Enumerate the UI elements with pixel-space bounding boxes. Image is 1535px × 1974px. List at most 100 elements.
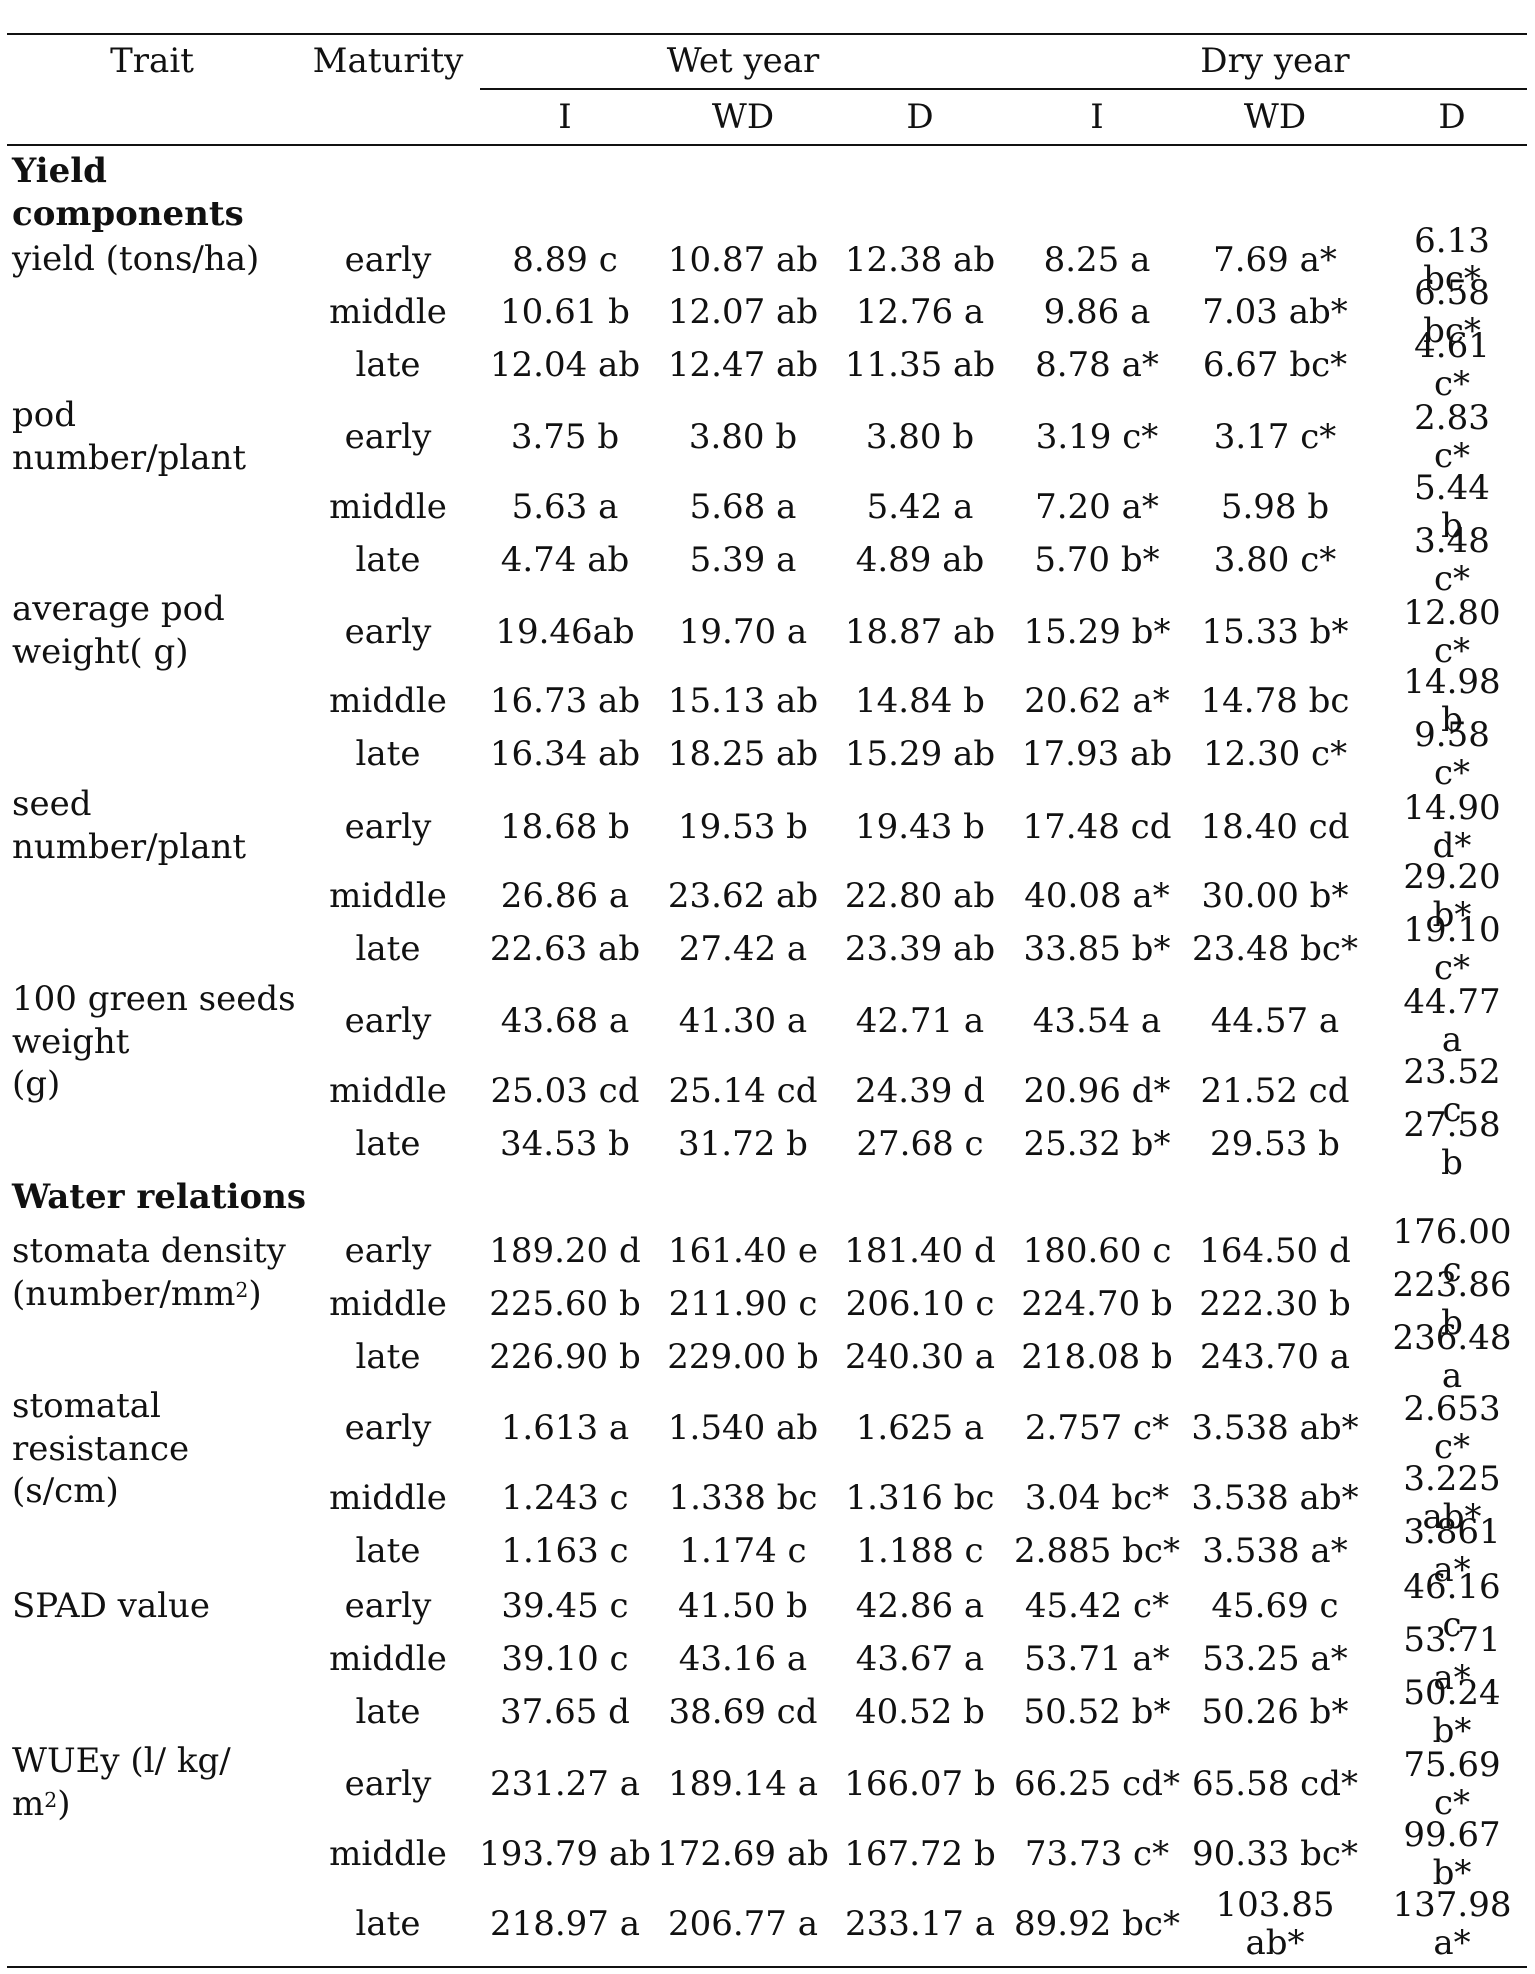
value-cell: 14.98 b <box>1403 661 1501 740</box>
value-cell: 24.39 d <box>855 1070 985 1111</box>
value-cell: 20.96 d* <box>1023 1070 1171 1111</box>
value-cell: 50.24 b* <box>1403 1672 1501 1751</box>
value-cell: 2.885 bc* <box>1014 1530 1180 1571</box>
value-cell: 23.62 ab <box>667 875 819 916</box>
value-cell: 6.67 bc* <box>1202 344 1348 385</box>
maturity-cell: middle <box>329 486 447 527</box>
value-cell: 4.89 ab <box>855 539 985 580</box>
maturity-cell: middle <box>329 1638 447 1679</box>
trait-name: stomata density (number/mm2) <box>12 1231 286 1314</box>
value-cell: 18.68 b <box>500 806 630 847</box>
value-cell: 46.16 c <box>1403 1566 1501 1645</box>
value-cell: 1.338 bc <box>668 1477 818 1518</box>
value-cell: 90.33 bc* <box>1192 1833 1358 1874</box>
value-cell: 3.538 ab* <box>1191 1407 1359 1448</box>
value-cell: 218.97 a <box>489 1903 641 1944</box>
value-cell: 25.14 cd <box>668 1070 818 1111</box>
header-wet-d: D <box>906 97 934 137</box>
value-cell: 5.68 a <box>689 486 797 527</box>
value-cell: 211.90 c <box>668 1283 818 1324</box>
value-cell: 103.85 ab* <box>1215 1884 1335 1963</box>
value-cell: 7.20 a* <box>1035 486 1159 527</box>
value-cell: 8.89 c <box>512 239 618 280</box>
value-cell: 22.80 ab <box>844 875 996 916</box>
value-cell: 1.243 c <box>501 1477 629 1518</box>
value-cell: 29.20 b* <box>1403 856 1501 935</box>
header-dry-d: D <box>1438 97 1466 137</box>
maturity-cell: early <box>344 1407 432 1448</box>
value-cell: 43.16 a <box>678 1638 808 1679</box>
value-cell: 16.73 ab <box>489 680 641 721</box>
value-cell: 27.42 a <box>678 928 808 969</box>
value-cell: 43.68 a <box>500 1000 630 1041</box>
trait-name: seed number/plant <box>12 784 247 867</box>
maturity-cell: late <box>355 1691 421 1732</box>
section-title: Water relations <box>12 1177 306 1217</box>
value-cell: 53.25 a* <box>1202 1638 1348 1679</box>
value-cell: 206.10 c <box>845 1283 995 1324</box>
maturity-cell: early <box>344 1000 432 1041</box>
value-cell: 1.163 c <box>501 1530 629 1571</box>
value-cell: 27.68 c <box>856 1123 984 1164</box>
maturity-cell: middle <box>329 1477 447 1518</box>
value-cell: 25.03 cd <box>490 1070 640 1111</box>
value-cell: 10.61 b <box>500 291 630 332</box>
value-cell: 65.58 cd* <box>1192 1763 1358 1804</box>
maturity-cell: late <box>355 1903 421 1944</box>
value-cell: 7.03 ab* <box>1202 291 1348 332</box>
trait-name: WUEy (l/ kg/ m2) <box>12 1741 231 1824</box>
value-cell: 14.90 d* <box>1403 787 1501 866</box>
table-bottom-rule <box>7 1966 1527 1968</box>
value-cell: 189.14 a <box>667 1763 819 1804</box>
value-cell: 236.48 a <box>1392 1317 1512 1396</box>
value-cell: 9.86 a <box>1043 291 1151 332</box>
value-cell: 33.85 b* <box>1023 928 1171 969</box>
value-cell: 45.69 c <box>1211 1585 1339 1626</box>
value-cell: 6.13 bc* <box>1414 220 1490 299</box>
table-top-rule <box>7 33 1527 35</box>
value-cell: 229.00 b <box>667 1336 819 1377</box>
header-bottom-rule <box>7 144 1527 146</box>
value-cell: 23.48 bc* <box>1192 928 1358 969</box>
value-cell: 15.33 b* <box>1201 611 1349 652</box>
value-cell: 41.50 b <box>678 1585 808 1626</box>
value-cell: 5.98 b <box>1220 486 1330 527</box>
superscript: 2 <box>235 1278 249 1303</box>
maturity-cell: middle <box>329 1070 447 1111</box>
maturity-cell: early <box>344 1763 432 1804</box>
section-title: Yield components <box>12 151 244 234</box>
value-cell: 222.30 b <box>1199 1283 1351 1324</box>
value-cell: 193.79 ab <box>479 1833 651 1874</box>
value-cell: 12.07 ab <box>667 291 819 332</box>
header-wet-i: I <box>558 97 572 137</box>
value-cell: 3.80 b <box>688 416 798 457</box>
value-cell: 43.54 a <box>1032 1000 1162 1041</box>
value-cell: 15.13 ab <box>667 680 819 721</box>
value-cell: 137.98 a* <box>1392 1884 1512 1963</box>
value-cell: 19.10 c* <box>1403 909 1501 988</box>
value-cell: 19.46ab <box>495 611 635 652</box>
header-dry-wd: WD <box>1243 97 1307 137</box>
value-cell: 9.58 c* <box>1414 714 1490 793</box>
value-cell: 73.73 c* <box>1024 1833 1170 1874</box>
value-cell: 40.52 b <box>855 1691 985 1732</box>
value-cell: 3.80 c* <box>1213 539 1337 580</box>
value-cell: 12.04 ab <box>489 344 641 385</box>
value-cell: 1.540 ab <box>667 1407 819 1448</box>
value-cell: 3.75 b <box>510 416 620 457</box>
header-wet-wd: WD <box>711 97 775 137</box>
value-cell: 18.25 ab <box>667 733 819 774</box>
value-cell: 10.87 ab <box>667 239 819 280</box>
maturity-cell: middle <box>329 1283 447 1324</box>
maturity-cell: middle <box>329 680 447 721</box>
maturity-cell: middle <box>329 875 447 916</box>
value-cell: 7.69 a* <box>1213 239 1337 280</box>
value-cell: 233.17 a <box>844 1903 996 1944</box>
trait-name: 100 green seeds weight (g) <box>12 979 296 1104</box>
value-cell: 27.58 b <box>1403 1104 1501 1183</box>
value-cell: 3.17 c* <box>1213 416 1337 457</box>
value-cell: 12.80 c* <box>1403 592 1501 671</box>
maturity-cell: early <box>344 416 432 457</box>
value-cell: 206.77 a <box>667 1903 819 1944</box>
trait-name: pod number/plant <box>12 395 247 478</box>
